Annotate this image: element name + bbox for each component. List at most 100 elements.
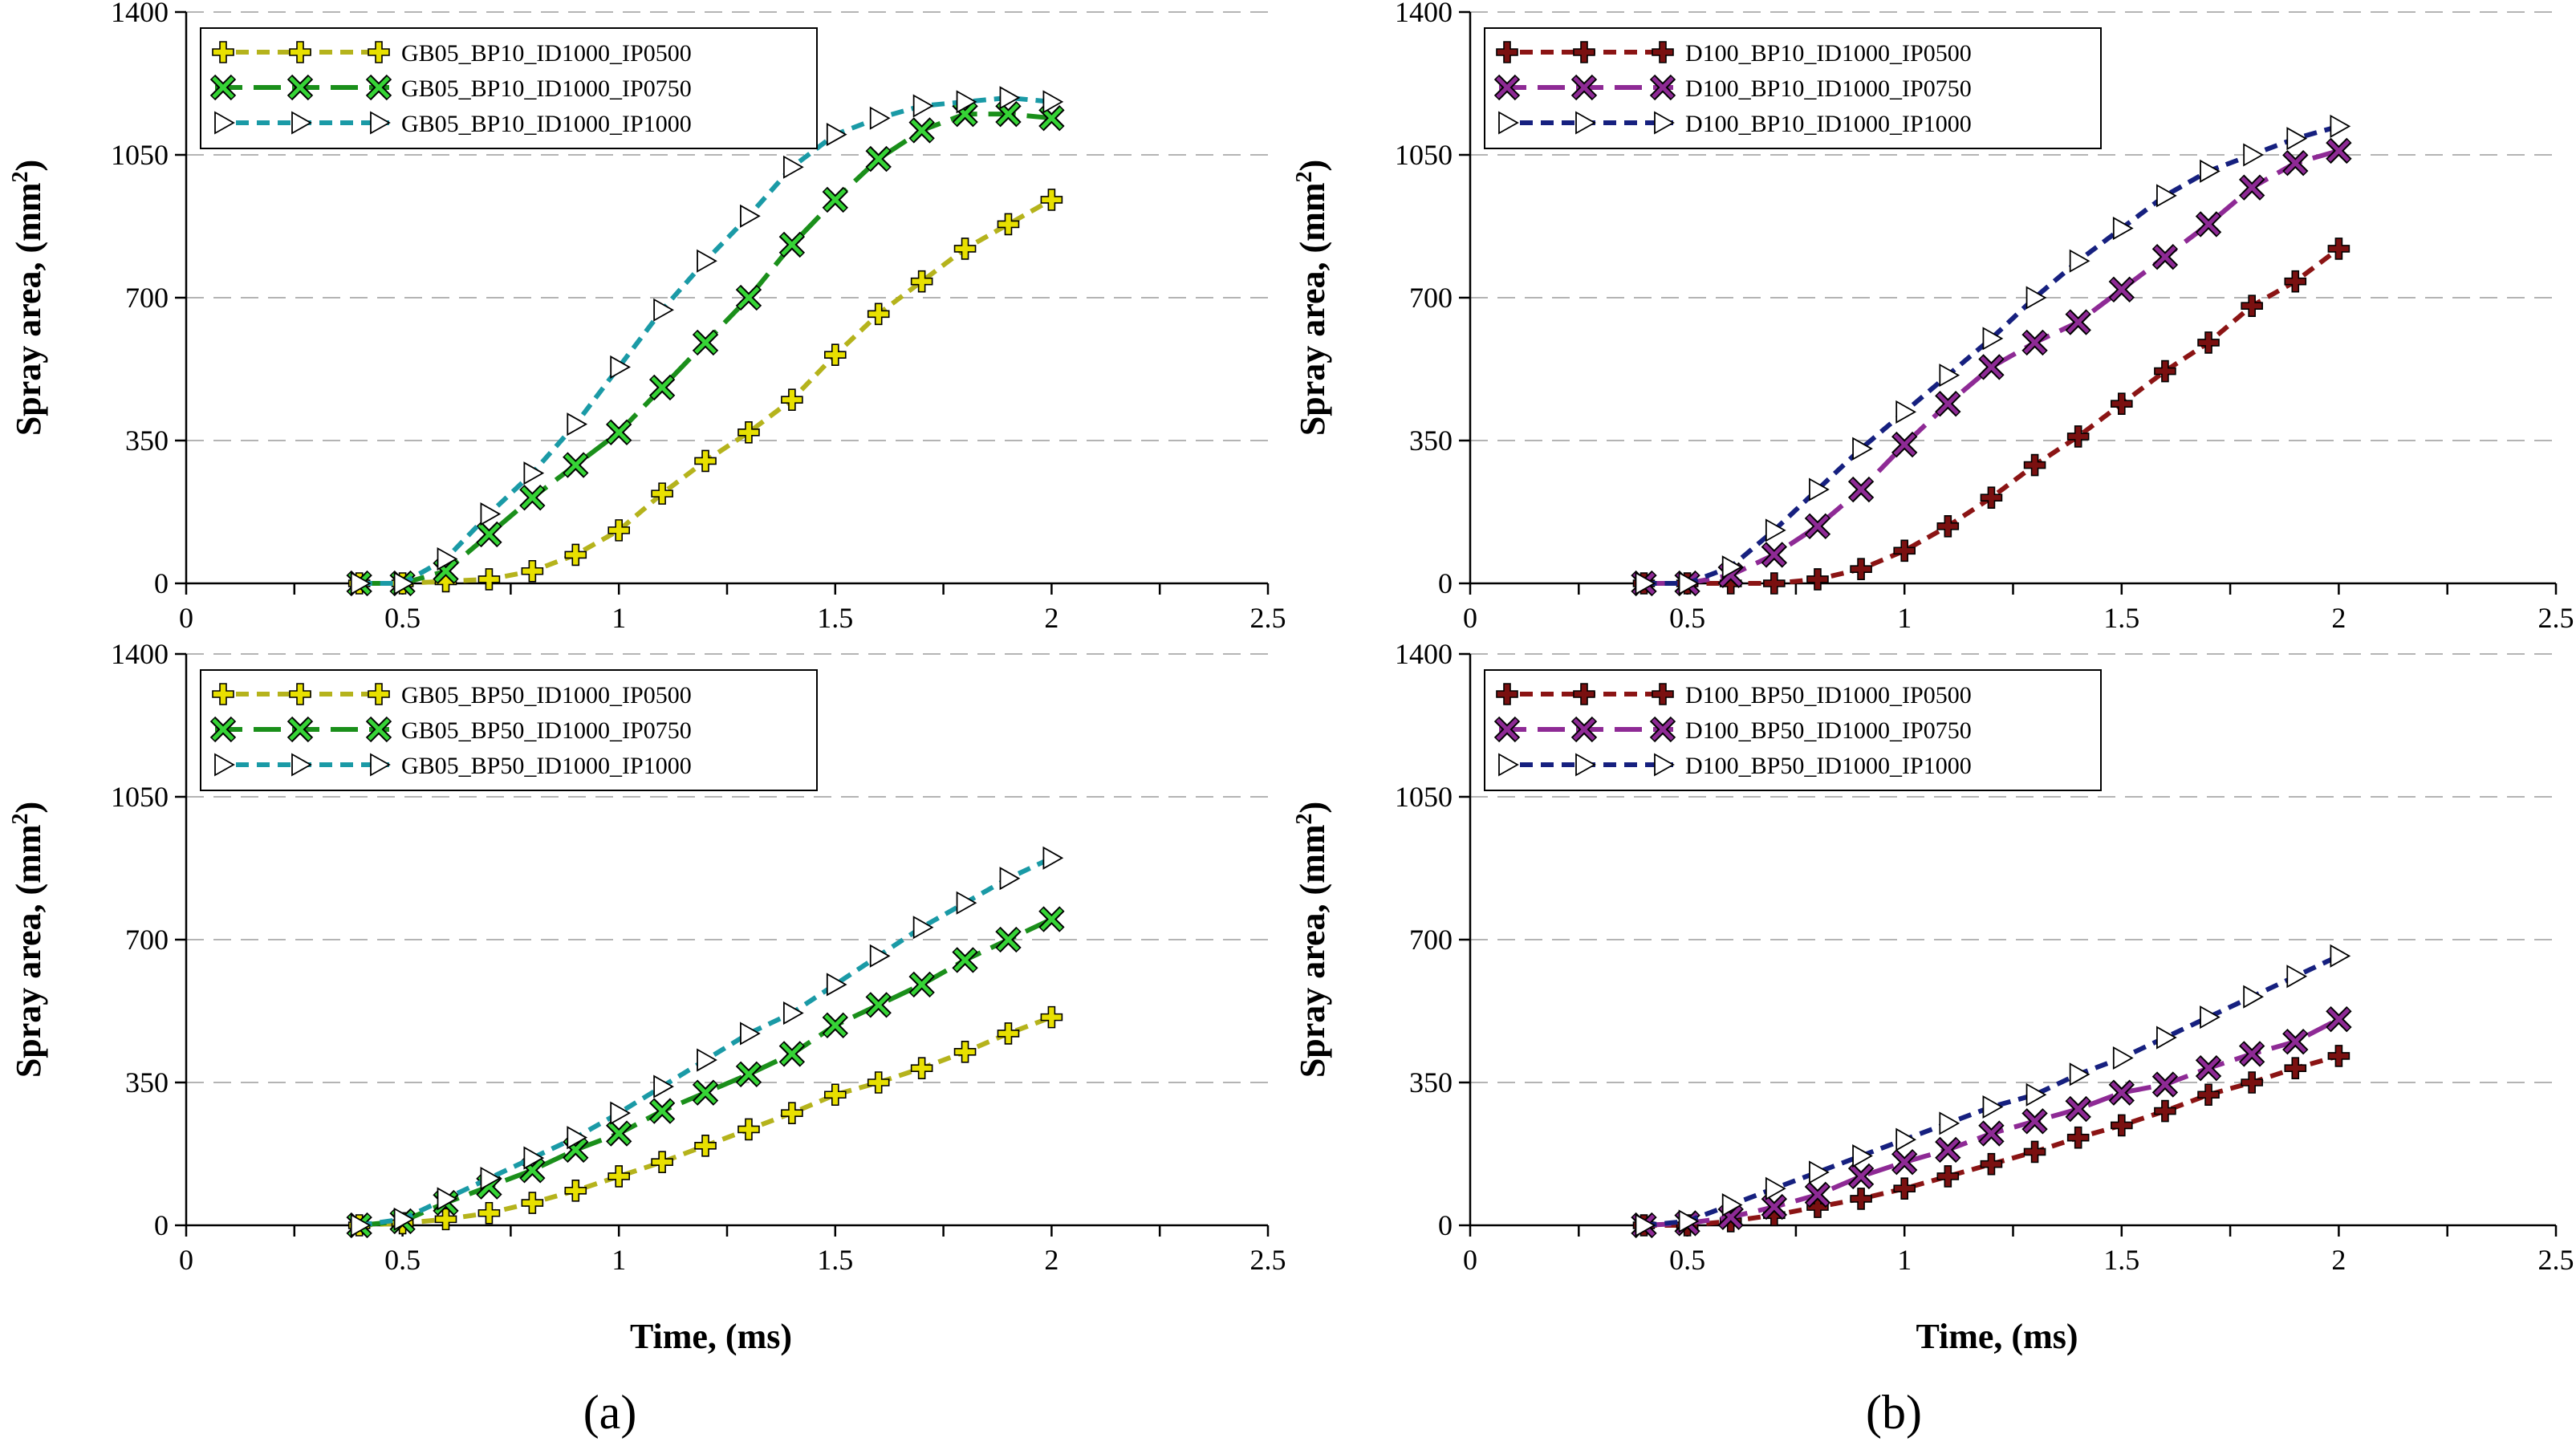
y-tick-label: 700 [1409,282,1453,314]
data-point [999,867,1021,891]
data-point [824,343,847,366]
legend-label: D100_BP10_ID1000_IP1000 [1685,111,1972,137]
marker-x-fill [1850,1165,1872,1188]
legend-marker [1498,753,1519,777]
data-point [2197,1083,2220,1107]
y-axis-title-base: Spray area, (mm [9,824,48,1078]
data-point [867,303,890,326]
legend-marker [1573,683,1595,705]
data-point [2330,114,2351,138]
marker-x-fill [1806,1184,1829,1206]
marker-x-fill [368,718,390,741]
marker-x-fill [477,523,501,546]
series-D100_BP10_ID1000_IP0750 [1631,137,2352,597]
data-point [1936,515,1960,538]
marker-x-fill [651,376,673,399]
marker-x-fill [1936,1139,1960,1161]
data-point [2066,425,2090,448]
data-point [2023,1140,2046,1164]
data-point [1982,327,2004,351]
series-D100_BP10_ID1000_IP1000 [1635,114,2351,595]
legend-marker [286,74,314,101]
series-line [1644,1054,2340,1228]
data-point [997,213,1020,236]
data-point [953,1041,977,1063]
data-point [1893,1177,1916,1200]
legend-label: D100_BP10_ID1000_IP0500 [1685,40,1972,67]
data-point [2197,331,2220,354]
data-point [653,1074,674,1099]
marker-x-fill [2197,213,2220,236]
series-D100_BP10_ID1000_IP0500 [1632,238,2350,595]
marker-x-fill [2241,176,2263,199]
data-point [567,412,588,437]
data-point [2200,1005,2220,1030]
data-point [2154,359,2176,383]
series-line [359,1014,1053,1228]
data-point [648,1098,676,1124]
y-axis-title-sup: 2 [8,813,33,824]
data-point [781,388,803,411]
x-tick-label: 2 [1044,602,1058,634]
marker-x-fill [1763,543,1786,567]
x-tick-label: 2 [1044,1244,1058,1276]
data-point [567,1126,588,1150]
data-point [1040,1005,1063,1029]
data-point [697,249,717,273]
data-point [564,543,587,567]
marker-x-fill [1980,355,2003,379]
data-point [607,519,630,542]
marker-x-fill [607,1122,630,1145]
data-point [651,1151,673,1173]
data-point [865,992,892,1018]
data-point [1765,1176,1786,1200]
marker-x-fill [521,486,544,509]
y-tick-label: 700 [1409,924,1453,956]
x-tick-label: 0.5 [384,602,421,634]
data-point [523,461,545,485]
data-point [1852,1143,1873,1168]
series-D100_BP50_ID1000_IP0750 [1631,1005,2352,1239]
marker-x-fill [1652,76,1674,99]
data-point [1804,1181,1831,1208]
data-point [2156,1026,2177,1050]
data-point [1806,568,1829,591]
data-point [1040,189,1063,211]
data-point [476,521,502,548]
marker-x-fill [1040,107,1063,129]
data-point [1635,571,1656,595]
y-tick-label: 700 [125,282,169,314]
y-tick-label: 350 [125,1066,169,1099]
marker-x-fill [2154,246,2176,268]
data-point [1936,1165,1960,1188]
data-point [956,891,977,915]
data-point [1982,1095,2004,1119]
data-point [822,1012,848,1038]
data-point [826,123,847,147]
x-axis-title: Time, (ms) [630,1317,792,1356]
marker-x-fill [1980,1122,2003,1145]
data-point [1038,906,1065,932]
marker-x-fill [953,103,977,125]
legend: D100_BP10_ID1000_IP0500 D100_BP10_ID1000_… [1484,27,2102,149]
data-point [1721,555,1743,579]
data-point [1678,1209,1700,1233]
data-point [2238,174,2265,201]
marker-x-fill [824,1014,847,1037]
legend-marker [1496,683,1518,705]
data-point [350,1213,372,1237]
marker-x-fill [2023,1110,2046,1133]
data-point [1895,400,1917,424]
legend-marker [291,753,312,777]
marker-x-fill [564,453,587,477]
series-line [1644,148,2340,586]
data-point [2326,137,2352,164]
legend-marker [1496,41,1518,63]
x-tick-label: 0 [179,1244,193,1276]
data-point [953,238,977,260]
legend-marker [291,111,312,135]
y-axis-title-close: ) [1293,802,1332,814]
legend-label: GB05_BP50_ID1000_IP0750 [401,717,692,744]
legend-marker [1493,716,1521,743]
data-point [434,1208,457,1231]
